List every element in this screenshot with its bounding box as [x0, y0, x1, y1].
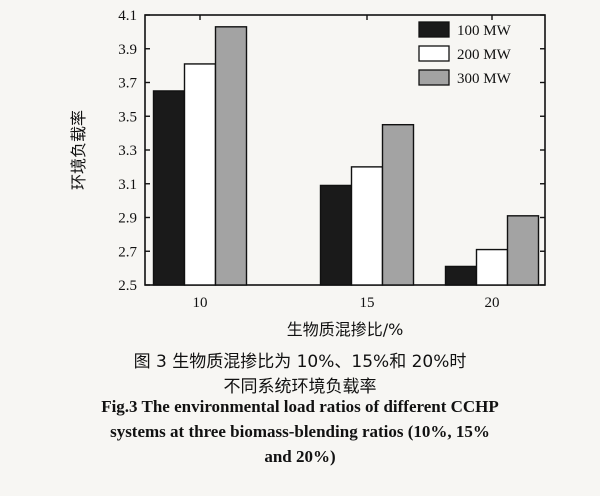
bar-300-mw-15 [381, 123, 415, 286]
legend-swatch [418, 21, 450, 38]
y-tick-label: 3.9 [118, 42, 137, 58]
bar-200-mw-15 [350, 166, 384, 286]
bar-100-mw-15 [319, 184, 353, 286]
x-tick-label: 20 [485, 295, 500, 311]
caption-cn-line1: 图 3 生物质混掺比为 10%、15%和 20%时 [133, 352, 467, 372]
caption-cn-line2: 不同系统环境负载率 [223, 377, 377, 397]
bar-300-mw-10 [214, 26, 248, 286]
y-tick-label: 3.7 [118, 76, 137, 92]
y-axis-title: 环境负载率 [69, 110, 88, 190]
axis-labels: 2.5 2.7 2.9 3.1 3.3 3.5 3.7 3.9 4.1 10 15 20 生物质混掺比/… [69, 8, 500, 339]
legend-label: 300 MW [457, 71, 512, 87]
legend-label: 200 MW [457, 47, 512, 63]
y-tick-label: 2.5 [118, 278, 137, 294]
caption-en-line2: systems at three biomass-blending ratios… [110, 422, 490, 441]
y-tick-label: 2.7 [118, 244, 137, 260]
y-tick-label: 4.1 [118, 8, 137, 24]
bar-200-mw-20 [475, 248, 509, 286]
bar-100-mw-10 [152, 90, 186, 286]
y-tick-label: 3.5 [118, 109, 137, 125]
legend-swatch [418, 45, 450, 62]
y-tick-label: 3.1 [118, 177, 137, 193]
y-tick-label: 3.3 [118, 143, 137, 159]
legend-swatch [418, 69, 450, 86]
caption-en-line1: Fig.3 The environmental load ratios of d… [101, 397, 499, 416]
bar-chart: 2.5 2.7 2.9 3.1 3.3 3.5 3.7 3.9 4.1 10 15 20 生物质混掺比/… [69, 8, 546, 339]
y-tick-label: 2.9 [118, 211, 137, 227]
legend-label: 100 MW [457, 23, 512, 39]
bar-200-mw-10 [183, 63, 217, 286]
bar-100-mw-20 [444, 265, 478, 286]
x-tick-label: 15 [360, 295, 375, 311]
x-axis-title: 生物质混掺比/% [287, 320, 404, 339]
bar-300-mw-20 [506, 215, 540, 286]
legend: 100 MW 200 MW 300 MW [418, 21, 512, 87]
caption-en-line3: and 20%) [264, 447, 336, 466]
bars [152, 26, 540, 286]
x-tick-label: 10 [193, 295, 208, 311]
